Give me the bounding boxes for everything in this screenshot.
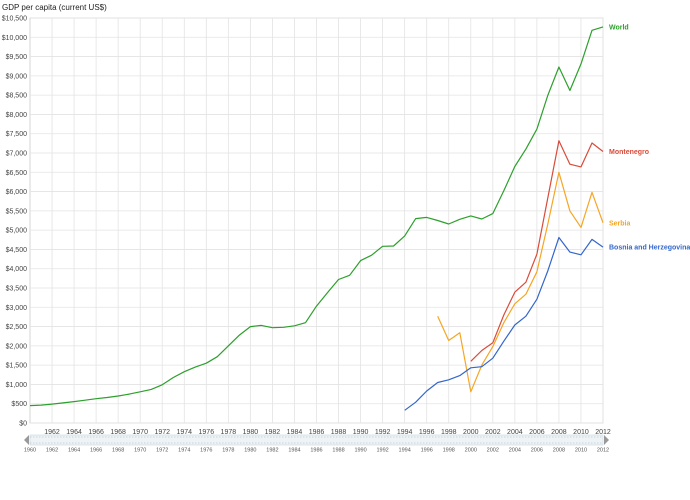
y-tick-label: $1,000	[6, 382, 28, 389]
slider-left-handle[interactable]	[24, 435, 29, 445]
series-line-world	[29, 26, 604, 407]
y-tick-label: $7,500	[6, 131, 28, 138]
series-label-serbia: Serbia	[609, 220, 631, 227]
slider-tick-label: 1966	[90, 448, 102, 454]
series-line-bosnia-and-herzegovina	[404, 236, 604, 411]
y-tick-label: $8,000	[6, 112, 28, 119]
slider-tick-label: 1986	[310, 448, 322, 454]
y-tick-label: $9,500	[6, 54, 28, 61]
x-gridlines	[51, 18, 604, 423]
x-tick-label: 1972	[154, 429, 170, 436]
slider-tick-label: 1982	[266, 448, 278, 454]
y-tick-labels: $0 $500 $1,000 $1,500 $2,000 $2,500 $3,000 $3,5…	[2, 16, 27, 428]
series-label-bosnia-and-herzegovina: Bosnia and Herzegovina	[609, 245, 690, 252]
x-tick-label: 1998	[441, 429, 457, 436]
time-range-slider[interactable]: 1960 1962 1964 1966 1968 1970 1972 1974 1976 1978…	[24, 434, 609, 454]
slider-tick-label: 1976	[200, 448, 212, 454]
slider-tick-label: 2002	[487, 448, 499, 454]
slider-tick-label: 2012	[597, 448, 609, 454]
y-tick-label: $2,500	[6, 324, 28, 331]
x-tick-label: 1968	[110, 429, 126, 436]
slider-tick-label: 1998	[443, 448, 455, 454]
series-line-serbia	[437, 171, 604, 393]
y-tick-label: $10,500	[2, 16, 27, 23]
x-tick-label: 1992	[375, 429, 391, 436]
y-axis-label: GDP per capita (current US$)	[2, 3, 107, 12]
slider-tick-label: 2000	[465, 448, 477, 454]
x-tick-label: 1966	[88, 429, 104, 436]
series-label-montenegro: Montenegro	[609, 149, 649, 156]
slider-tick-label: 1972	[156, 448, 168, 454]
y-tick-label: $6,500	[6, 170, 28, 177]
x-tick-label: 1974	[176, 429, 192, 436]
slider-right-handle[interactable]	[604, 435, 609, 445]
slider-tick-label: 1990	[354, 448, 366, 454]
x-tick-labels: 1962 1964 1966 1968 1970 1972 1974 1976 1978 1980…	[44, 429, 611, 436]
slider-tick-label: 1980	[244, 448, 256, 454]
x-tick-label: 1994	[397, 429, 413, 436]
slider-tick-label: 2010	[575, 448, 587, 454]
x-tick-label: 1996	[419, 429, 435, 436]
slider-tick-label: 1996	[421, 448, 433, 454]
slider-tick-label: 1984	[288, 448, 300, 454]
x-tick-label: 2002	[485, 429, 501, 436]
slider-tick-label: 1962	[46, 448, 58, 454]
series-lines	[29, 26, 604, 411]
y-tick-label: $0	[19, 421, 27, 428]
x-tick-label: 2008	[551, 429, 567, 436]
y-tick-label: $9,000	[6, 73, 28, 80]
slider-tick-label: 1968	[112, 448, 124, 454]
slider-tick-label: 1974	[178, 448, 190, 454]
slider-tick-label: 1978	[222, 448, 234, 454]
y-tick-label: $8,500	[6, 93, 28, 100]
slider-tick-label: 1970	[134, 448, 146, 454]
x-tick-label: 1980	[243, 429, 259, 436]
slider-tick-label: 1960	[24, 448, 36, 454]
x-tick-label: 1978	[221, 429, 237, 436]
series-labels: World Montenegro Serbia Bosnia and Herzegov…	[609, 24, 690, 251]
y-tick-label: $7,000	[6, 151, 28, 158]
slider-tick-label: 1994	[399, 448, 411, 454]
y-tick-label: $5,500	[6, 208, 28, 215]
x-tick-label: 1964	[66, 429, 82, 436]
x-tick-label: 1962	[44, 429, 60, 436]
y-tick-label: $10,000	[2, 35, 27, 42]
slider-tick-label: 2006	[531, 448, 543, 454]
x-tick-label: 2000	[463, 429, 479, 436]
x-tick-label: 2004	[507, 429, 523, 436]
y-tick-label: $3,000	[6, 305, 28, 312]
y-tick-label: $4,500	[6, 247, 28, 254]
x-tick-label: 1976	[199, 429, 215, 436]
y-tick-label: $5,000	[6, 228, 28, 235]
x-tick-label: 1984	[287, 429, 303, 436]
slider-tick-label: 1964	[68, 448, 80, 454]
series-line-montenegro	[470, 140, 604, 362]
y-tick-label: $500	[11, 401, 27, 408]
x-tick-label: 2010	[573, 429, 589, 436]
y-tick-label: $4,000	[6, 266, 28, 273]
slider-tick-label: 2004	[509, 448, 521, 454]
y-tick-label: $3,500	[6, 286, 28, 293]
y-tick-label: $6,000	[6, 189, 28, 196]
slider-tick-label: 1988	[332, 448, 344, 454]
y-tick-label: $2,000	[6, 343, 28, 350]
x-tick-label: 1982	[265, 429, 281, 436]
slider-tick-label: 2008	[553, 448, 565, 454]
y-tick-label: $1,500	[6, 363, 28, 370]
x-tick-label: 1988	[331, 429, 347, 436]
x-tick-label: 1970	[132, 429, 148, 436]
x-tick-label: 2006	[529, 429, 545, 436]
x-tick-label: 1990	[353, 429, 369, 436]
x-tick-label: 1986	[309, 429, 325, 436]
series-label-world: World	[609, 24, 629, 31]
slider-tick-label: 1992	[376, 448, 388, 454]
slider-track[interactable]	[29, 434, 604, 446]
x-tick-label: 2012	[595, 429, 611, 436]
